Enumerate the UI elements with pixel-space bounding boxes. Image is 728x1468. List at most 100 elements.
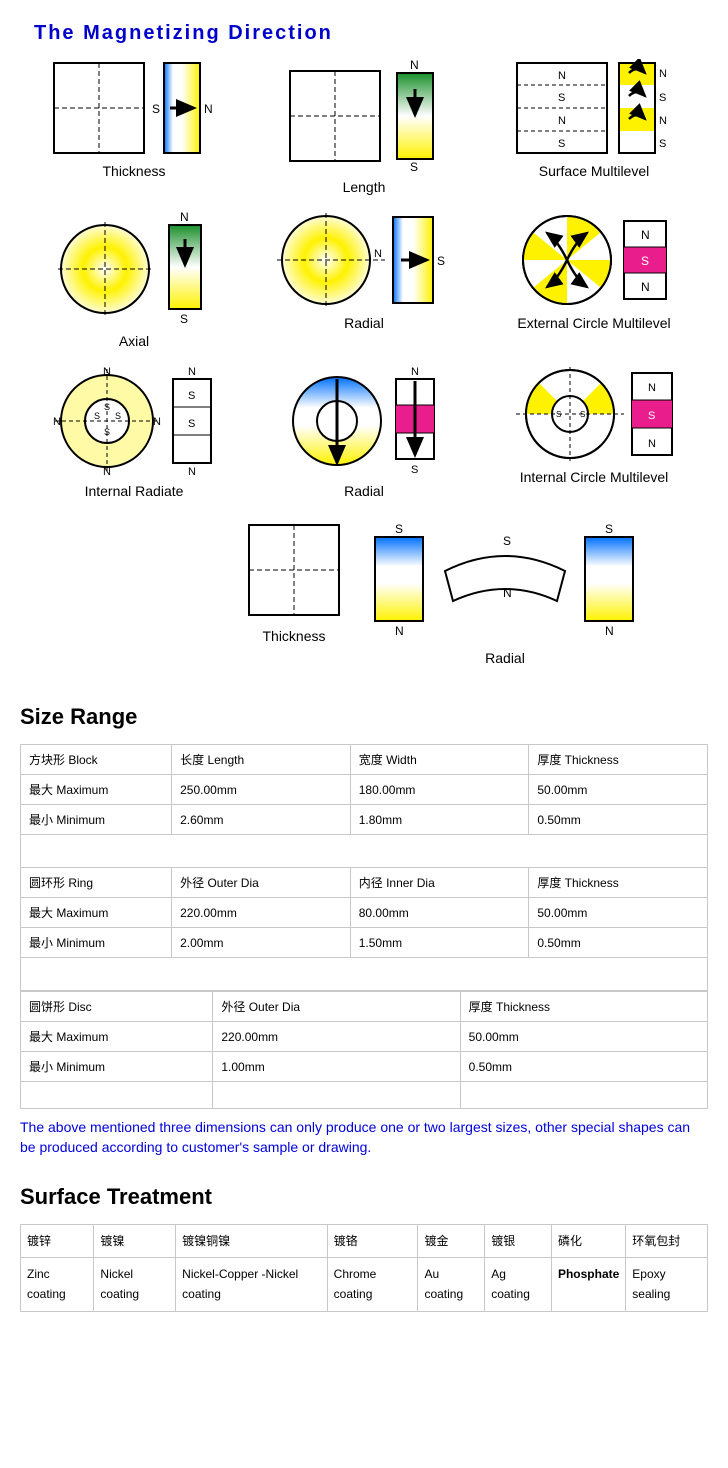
thickness2-icon (245, 521, 343, 619)
svg-text:N: N (180, 211, 189, 224)
diagram-row-1: S N Thickness N S Length (20, 55, 708, 207)
table-row: 圆饼形 Disc 外径 Outer Dia 厚度 Thickness (21, 992, 708, 1022)
svg-text:S: S (558, 92, 565, 104)
svg-text:N: N (188, 366, 196, 378)
cell: 厚度 Thickness (529, 745, 708, 775)
axial-right-icon: N S (158, 211, 212, 327)
cell: Ag coating (485, 1257, 552, 1311)
svg-text:N: N (153, 416, 161, 428)
cell (460, 1082, 707, 1109)
diagram-row-3: N N N N SS SS N S S N Internal Radiate (20, 361, 708, 511)
cell: 宽度 Width (350, 745, 529, 775)
svg-text:N: N (411, 366, 419, 378)
cell: Chrome coating (327, 1257, 418, 1311)
cell: 镀铬 (327, 1224, 418, 1257)
thickness-left-icon (50, 59, 148, 157)
radialarc-icon: S N S N S N (365, 521, 645, 641)
cell: 1.80mm (350, 805, 529, 835)
size-range-heading: Size Range (20, 704, 708, 730)
svg-text:S: S (558, 138, 565, 150)
cell: 磷化 (551, 1224, 625, 1257)
cell: 圆饼形 Disc (21, 992, 213, 1022)
thickness-right-icon: S N (152, 59, 218, 157)
radial-right-icon: S (389, 211, 451, 309)
cell: 1.00mm (213, 1052, 460, 1082)
diagram-label: Radial (250, 315, 478, 331)
table-row: 最大 Maximum 220.00mm 50.00mm (21, 1022, 708, 1052)
svg-text:N: N (659, 115, 667, 127)
intc-right-icon: N S N (630, 371, 674, 457)
cell: 镀锌 (21, 1224, 94, 1257)
svg-text:N: N (188, 466, 196, 477)
diagram-radial-ring: N S Radial (250, 361, 478, 511)
diagram-thickness-2: Thickness (245, 517, 363, 678)
svg-text:N: N (103, 466, 111, 477)
surface-treatment-heading: Surface Treatment (20, 1184, 708, 1210)
diagram-thickness: S N Thickness (20, 55, 248, 207)
diagram-label: Internal Circle Multilevel (480, 469, 708, 485)
cell (213, 1082, 460, 1109)
cell: 厚度 Thickness (460, 992, 707, 1022)
svg-text:S: S (188, 418, 195, 430)
svg-text:S: S (503, 534, 511, 548)
size-range-note: The above mentioned three dimensions can… (20, 1117, 708, 1158)
cell: 80.00mm (350, 898, 529, 928)
diagram-label: Radial (365, 650, 645, 666)
cell: 0.50mm (529, 928, 708, 958)
diagram-label: Thickness (245, 628, 343, 644)
svg-text:N: N (395, 624, 404, 638)
cell: 圆环形 Ring (21, 868, 172, 898)
cell: Zinc coating (21, 1257, 94, 1311)
cell: 0.50mm (529, 805, 708, 835)
cell: 50.00mm (529, 898, 708, 928)
diagram-radial-arc: S N S N S N Radial (365, 517, 645, 678)
diagram-surface-multilevel: N S N S N S N S Surface Multilev (480, 55, 708, 207)
cell: 外径 Outer Dia (172, 868, 351, 898)
svg-text:S: S (152, 102, 160, 116)
diagram-radial: N S Radial (250, 207, 478, 361)
svg-text:N: N (641, 228, 650, 242)
svg-text:S: S (605, 522, 613, 536)
cell: 50.00mm (460, 1022, 707, 1052)
svg-text:N: N (605, 624, 614, 638)
cell: 1.50mm (350, 928, 529, 958)
cell: 最大 Maximum (21, 775, 172, 805)
size-range-table: 方块形 Block 长度 Length 宽度 Width 厚度 Thicknes… (20, 744, 708, 991)
table-row (21, 1082, 708, 1109)
diagram-label: Surface Multilevel (480, 163, 708, 179)
svg-text:S: S (437, 254, 445, 268)
cell: Nickel coating (94, 1257, 176, 1311)
svg-text:S: S (659, 138, 666, 150)
cell: 长度 Length (172, 745, 351, 775)
cell: 镀银 (485, 1224, 552, 1257)
surf-right-icon: N S N S (615, 59, 675, 157)
table-row: 圆环形 Ring 外径 Outer Dia 内径 Inner Dia 厚度 Th… (21, 868, 708, 898)
axial-left-icon (56, 220, 154, 318)
cell: Au coating (418, 1257, 485, 1311)
size-range-table-disc: 圆饼形 Disc 外径 Outer Dia 厚度 Thickness 最大 Ma… (20, 991, 708, 1109)
cell: 厚度 Thickness (529, 868, 708, 898)
diagram-int-circle: SS N S N Internal Circle Multilevel (480, 361, 708, 511)
table-row: 镀锌 镀镍 镀镍铜镍 镀铬 镀金 镀银 磷化 环氧包封 (21, 1224, 708, 1257)
svg-text:S: S (104, 427, 110, 437)
svg-text:N: N (648, 438, 656, 450)
svg-text:N: N (659, 68, 667, 80)
svg-text:N: N (103, 366, 111, 378)
diagram-label: Length (250, 179, 478, 195)
cell: 最小 Minimum (21, 805, 172, 835)
intrad-left-icon: N N N N SS SS (51, 365, 163, 477)
diagram-length: N S Length (250, 55, 478, 207)
diagram-row-4: Thickness S N S N S N Radial (20, 517, 708, 678)
diagram-label: Axial (20, 333, 248, 349)
intc-left-icon: SS (514, 365, 626, 463)
cell: 最小 Minimum (21, 1052, 213, 1082)
diagram-label: Thickness (20, 163, 248, 179)
svg-text:S: S (648, 410, 655, 422)
cell (21, 1082, 213, 1109)
cell: 2.00mm (172, 928, 351, 958)
cell: 0.50mm (460, 1052, 707, 1082)
radring-left-icon (288, 365, 386, 477)
intrad-right-icon: N S S N (167, 365, 217, 477)
svg-text:N: N (558, 70, 566, 82)
cell: 镀金 (418, 1224, 485, 1257)
